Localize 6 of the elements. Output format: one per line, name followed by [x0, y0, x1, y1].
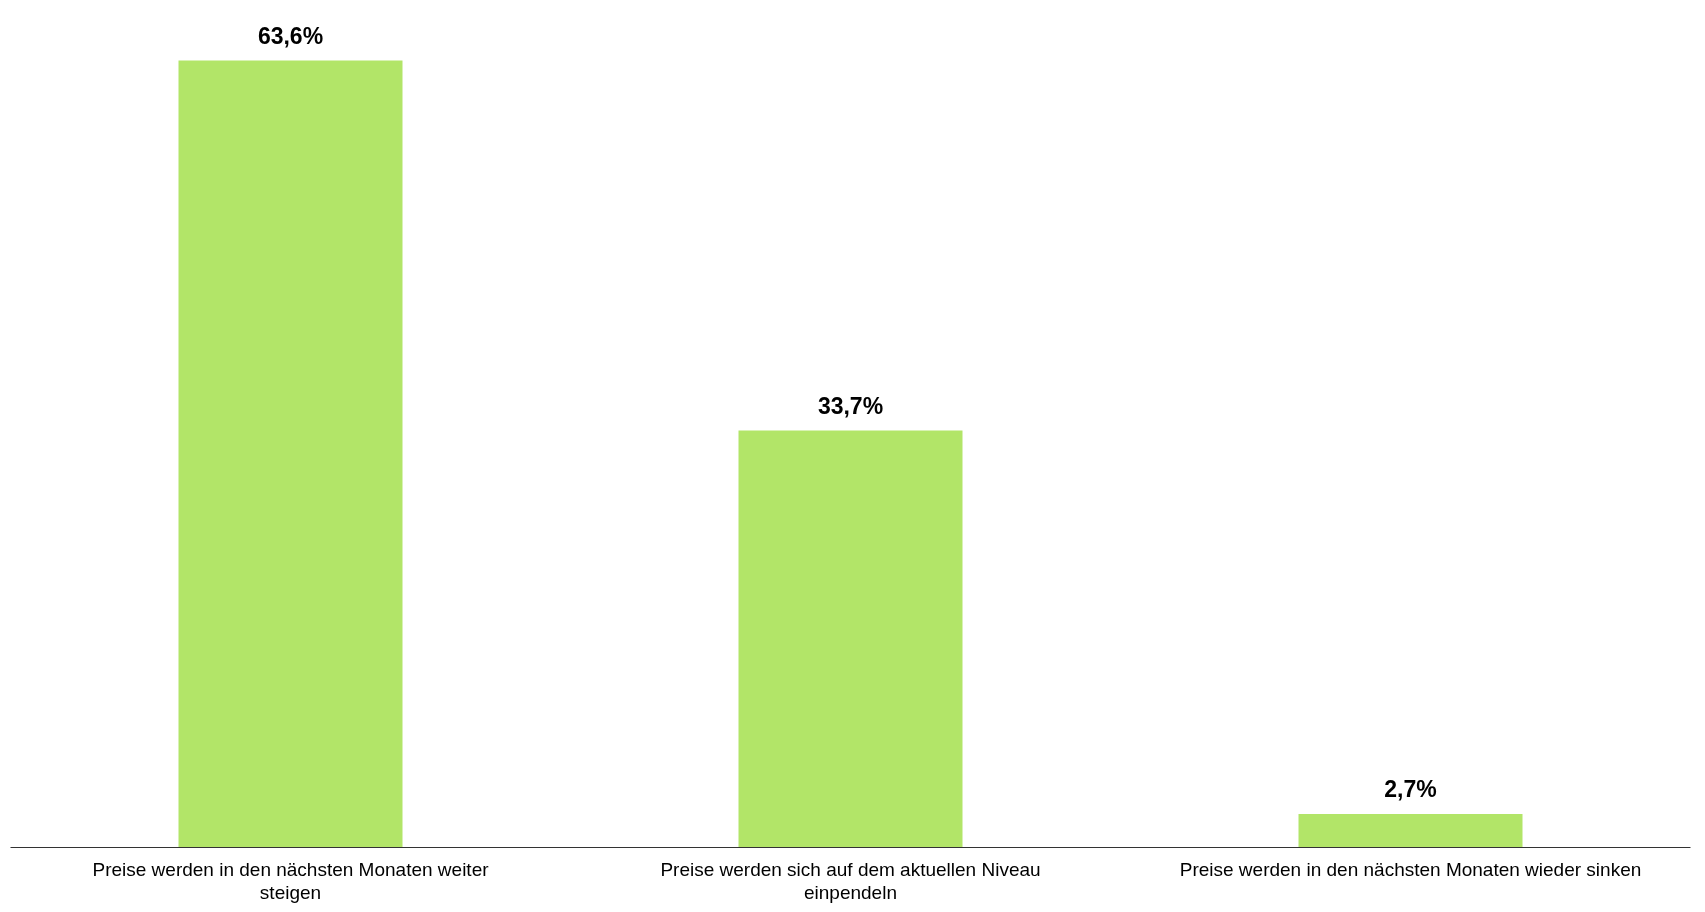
data-label: 63,6% [257, 22, 324, 49]
data-label: 33,7% [817, 392, 884, 419]
x-tick-label: Preise werden in den nächsten Monaten weiter steigen [92, 858, 490, 903]
x-tick-label: Preise werden sich auf dem aktuellen Niveau einpendeln [660, 858, 1041, 903]
data-label: 2,7% [1384, 776, 1437, 803]
x-tick-label: Preise werden in den nächsten Monaten wieder sinken [1179, 858, 1642, 880]
